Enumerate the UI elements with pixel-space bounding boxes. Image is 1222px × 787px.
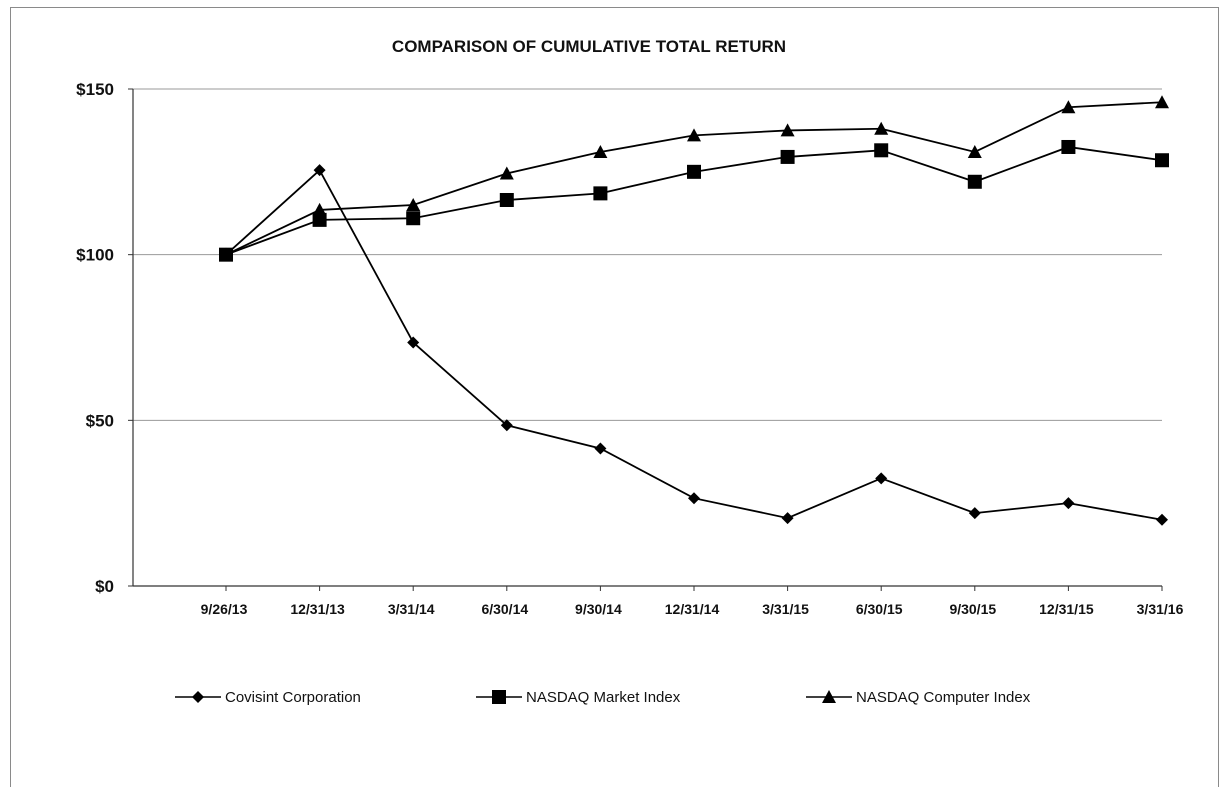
data-point: [1062, 497, 1075, 510]
x-tick-label: 3/31/14: [388, 601, 435, 617]
series-group: [219, 95, 1169, 526]
data-point: [312, 202, 327, 216]
chart-title: COMPARISON OF CUMULATIVE TOTAL RETURN: [392, 37, 786, 56]
legend-marker: [192, 691, 204, 703]
data-point: [406, 197, 421, 211]
legend-entry: NASDAQ Computer Index: [806, 689, 1031, 706]
data-point: [1061, 100, 1076, 114]
data-point: [874, 121, 889, 135]
data-point: [1155, 153, 1169, 168]
series-square: [219, 139, 1169, 262]
x-tick-label: 3/31/16: [1137, 601, 1184, 617]
x-tick-label: 12/31/14: [665, 601, 720, 617]
data-point: [968, 507, 981, 520]
y-axis-ticks: $0 $50 $100 $150: [76, 80, 114, 596]
x-tick-label: 12/31/15: [1039, 601, 1094, 617]
data-point: [1156, 513, 1168, 526]
legend-entry: Covisint Corporation: [175, 689, 361, 706]
x-tick-label: 3/31/15: [762, 601, 809, 617]
x-tick-label: 6/30/14: [481, 601, 528, 617]
legend-label: NASDAQ Computer Index: [856, 689, 1031, 706]
series-line: [225, 146, 1163, 256]
data-point: [499, 166, 514, 180]
data-point: [874, 143, 889, 158]
data-point: [499, 192, 514, 207]
y-tick-label: $150: [76, 80, 114, 99]
data-point: [219, 247, 233, 261]
data-point: [967, 144, 982, 158]
series-triangle: [219, 95, 1169, 261]
x-tick-label: 9/30/14: [575, 601, 622, 617]
x-tick-label: 12/31/13: [290, 601, 345, 617]
legend: Covisint Corporation NASDAQ Market Index N…: [175, 689, 1031, 706]
data-point: [875, 472, 888, 485]
x-axis-ticks: 9/26/13 12/31/13 3/31/14 6/30/14 9/30/14 12/3…: [201, 601, 1184, 617]
data-point: [1061, 139, 1076, 154]
y-tick-label: $100: [76, 246, 114, 265]
y-tick-label: $0: [95, 577, 114, 596]
y-tick-label: $50: [86, 411, 114, 430]
data-point: [688, 492, 700, 505]
data-point: [593, 186, 608, 201]
legend-marker: [822, 690, 836, 703]
line-chart: COMPARISON OF CUMULATIVE TOTAL RETURN $0…: [76, 37, 1184, 706]
data-point: [312, 212, 327, 227]
legend-label: Covisint Corporation: [225, 689, 361, 706]
data-point: [500, 419, 513, 432]
x-tick-label: 9/26/13: [201, 601, 248, 617]
legend-marker: [492, 690, 506, 704]
data-point: [594, 442, 607, 455]
grid-lines: [133, 88, 1162, 421]
data-point: [593, 144, 608, 158]
axes: [128, 88, 1163, 591]
data-point: [687, 128, 701, 142]
data-point: [313, 164, 326, 177]
data-point: [781, 512, 794, 525]
x-tick-label: 9/30/15: [949, 601, 996, 617]
legend-label: NASDAQ Market Index: [526, 689, 681, 706]
series-line: [225, 168, 1163, 521]
data-point: [967, 174, 982, 189]
data-point: [780, 123, 795, 137]
data-point: [780, 149, 795, 164]
data-point: [406, 211, 421, 226]
legend-entry: NASDAQ Market Index: [476, 689, 681, 706]
x-tick-label: 6/30/15: [856, 601, 903, 617]
data-point: [407, 336, 420, 349]
data-point: [687, 164, 701, 179]
data-point: [1155, 95, 1169, 109]
chart-frame: [10, 7, 1219, 787]
